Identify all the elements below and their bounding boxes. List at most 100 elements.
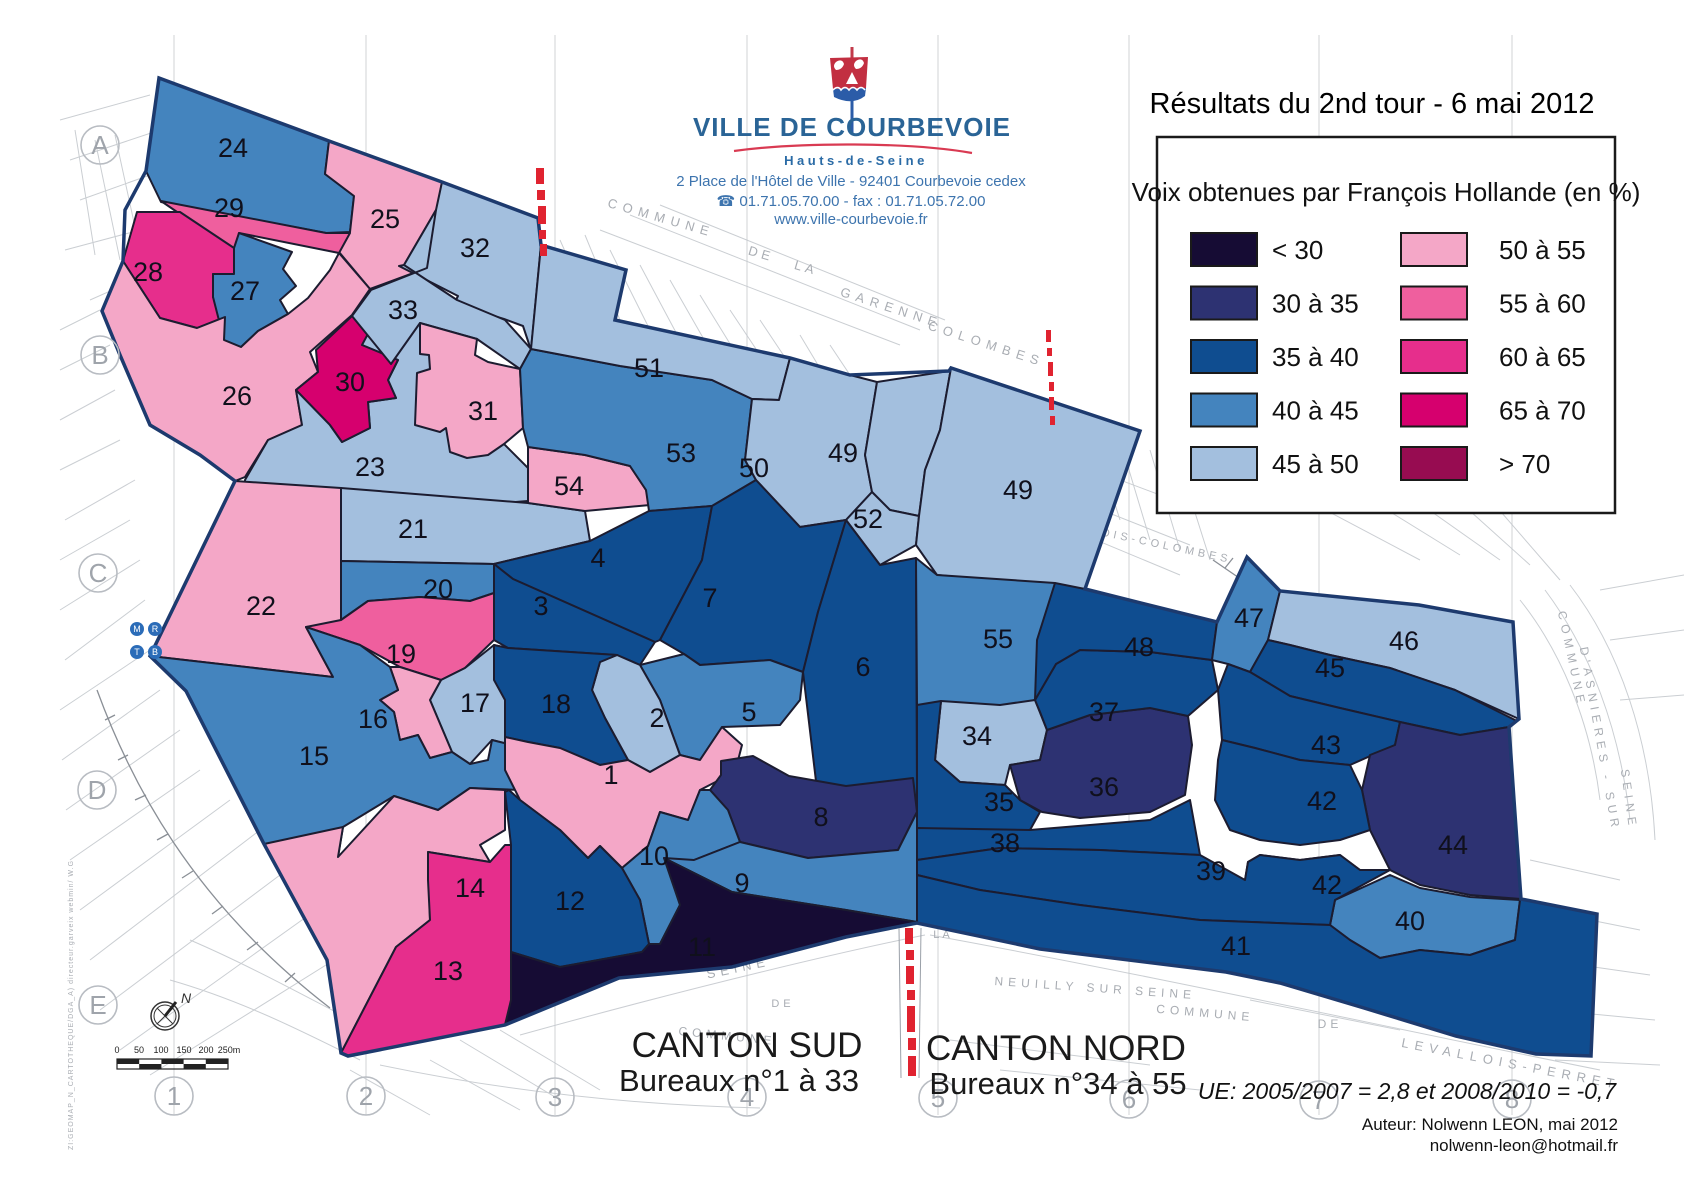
svg-text:53: 53 [666, 438, 696, 468]
svg-text:44: 44 [1438, 830, 1468, 860]
svg-text:C: C [89, 558, 108, 588]
svg-text:100: 100 [153, 1045, 168, 1055]
svg-text:11: 11 [688, 932, 716, 962]
svg-text:200: 200 [198, 1045, 213, 1055]
svg-text:A: A [91, 130, 109, 160]
svg-text:25: 25 [370, 204, 400, 234]
svg-text:46: 46 [1389, 626, 1419, 656]
svg-text:39: 39 [1196, 856, 1226, 886]
svg-text:5: 5 [931, 1083, 945, 1113]
svg-text:ZI:GEOMAP_N_CARTOTHEQUE/DGA_A): ZI:GEOMAP_N_CARTOTHEQUE/DGA_A) directeur… [68, 860, 75, 1150]
svg-text:55: 55 [983, 624, 1013, 654]
svg-text:7: 7 [1312, 1085, 1326, 1115]
svg-text:20: 20 [423, 574, 453, 604]
svg-text:52: 52 [853, 504, 883, 534]
svg-text:8: 8 [813, 802, 828, 832]
svg-text:34: 34 [962, 721, 992, 751]
svg-text:22: 22 [246, 591, 276, 621]
svg-text:D: D [88, 775, 107, 805]
svg-text:14: 14 [455, 873, 485, 903]
svg-text:CANTON NORD: CANTON NORD [926, 1029, 1186, 1068]
svg-text:> 70: > 70 [1499, 449, 1550, 479]
svg-text:< 30: < 30 [1272, 235, 1323, 265]
svg-text:Voix obtenues par François Hol: Voix obtenues par François Hollande (en … [1132, 177, 1641, 207]
svg-text:Auteur: Nolwenn LEON, mai 2012: Auteur: Nolwenn LEON, mai 2012 [1362, 1115, 1618, 1134]
svg-text:10: 10 [639, 841, 669, 871]
svg-text:27: 27 [230, 276, 260, 306]
svg-text:N: N [181, 990, 192, 1006]
svg-text:48: 48 [1124, 632, 1154, 662]
svg-text:50 à 55: 50 à 55 [1499, 235, 1586, 265]
svg-text:35: 35 [984, 787, 1014, 817]
svg-text:3: 3 [533, 591, 548, 621]
svg-text:38: 38 [990, 828, 1020, 858]
svg-text:CANTON SUD: CANTON SUD [632, 1026, 863, 1065]
svg-text:65 à 70: 65 à 70 [1499, 396, 1586, 426]
svg-text:45: 45 [1315, 653, 1345, 683]
svg-text:60 à 65: 60 à 65 [1499, 342, 1586, 372]
svg-text:50: 50 [134, 1045, 144, 1055]
svg-text:UE: 2005/2007 = 2,8 et 2008/20: UE: 2005/2007 = 2,8 et 2008/2010 = -0,7 [1198, 1078, 1617, 1104]
svg-text:13: 13 [433, 956, 463, 986]
svg-text:36: 36 [1089, 772, 1119, 802]
svg-text:6: 6 [1122, 1084, 1136, 1114]
svg-text:12: 12 [555, 886, 585, 916]
svg-text:Bureaux n°34 à 55: Bureaux n°34 à 55 [929, 1066, 1186, 1101]
svg-text:1: 1 [603, 760, 618, 790]
svg-text:31: 31 [468, 396, 498, 426]
svg-text:35 à 40: 35 à 40 [1272, 342, 1359, 372]
svg-text:www.ville-courbevoie.fr: www.ville-courbevoie.fr [773, 211, 927, 228]
svg-text:30 à 35: 30 à 35 [1272, 289, 1359, 319]
svg-text:2 Place de l'Hôtel de Ville -: 2 Place de l'Hôtel de Ville - 92401 Cour… [676, 173, 1026, 190]
svg-text:E: E [89, 990, 106, 1020]
svg-text:Résultats du 2nd tour - 6 mai: Résultats du 2nd tour - 6 mai 2012 [1150, 88, 1595, 120]
svg-text:49: 49 [1003, 475, 1033, 505]
svg-text:41: 41 [1221, 931, 1251, 961]
svg-text:32: 32 [460, 233, 490, 263]
svg-text:54: 54 [554, 471, 584, 501]
svg-text:18: 18 [541, 689, 571, 719]
svg-text:8: 8 [1505, 1084, 1519, 1114]
svg-text:M: M [133, 624, 141, 634]
svg-text:50: 50 [739, 453, 769, 483]
svg-text:5: 5 [741, 697, 756, 727]
svg-text:33: 33 [388, 295, 418, 325]
svg-text:42: 42 [1307, 786, 1337, 816]
svg-text:LA: LA [933, 929, 952, 941]
svg-text:40 à 45: 40 à 45 [1272, 396, 1359, 426]
svg-text:150: 150 [176, 1045, 191, 1055]
svg-text:29: 29 [214, 193, 244, 223]
svg-text:23: 23 [355, 452, 385, 482]
svg-text:250m: 250m [218, 1045, 241, 1055]
svg-text:Hauts-de-Seine: Hauts-de-Seine [784, 153, 928, 168]
svg-text:DE: DE [747, 243, 776, 265]
svg-text:1: 1 [167, 1081, 181, 1111]
svg-text:Bureaux n°1 à 33: Bureaux n°1 à 33 [619, 1063, 859, 1098]
svg-text:4: 4 [740, 1082, 754, 1112]
svg-text:LA: LA [793, 257, 820, 278]
svg-text:43: 43 [1311, 730, 1341, 760]
svg-text:30: 30 [335, 367, 365, 397]
svg-text:28: 28 [133, 257, 163, 287]
svg-text:2: 2 [649, 703, 664, 733]
svg-text:7: 7 [702, 583, 717, 613]
svg-text:16: 16 [358, 704, 388, 734]
svg-text:3: 3 [548, 1082, 562, 1112]
svg-text:VILLE DE COURBEVOIE: VILLE DE COURBEVOIE [693, 112, 1011, 142]
svg-text:DE: DE [771, 998, 794, 1010]
svg-text:24: 24 [218, 133, 248, 163]
svg-text:B: B [91, 340, 108, 370]
svg-text:6: 6 [855, 652, 870, 682]
svg-text:DE: DE [1318, 1017, 1343, 1031]
svg-text:49: 49 [828, 438, 858, 468]
svg-text:B: B [152, 647, 158, 657]
svg-text:9: 9 [734, 868, 749, 898]
svg-text:19: 19 [386, 639, 416, 669]
svg-text:17: 17 [460, 688, 490, 718]
svg-text:40: 40 [1395, 906, 1425, 936]
svg-text:51: 51 [634, 353, 664, 383]
svg-text:2: 2 [359, 1081, 373, 1111]
svg-text:37: 37 [1089, 697, 1119, 727]
svg-text:47: 47 [1234, 603, 1264, 633]
svg-text:15: 15 [299, 741, 329, 771]
